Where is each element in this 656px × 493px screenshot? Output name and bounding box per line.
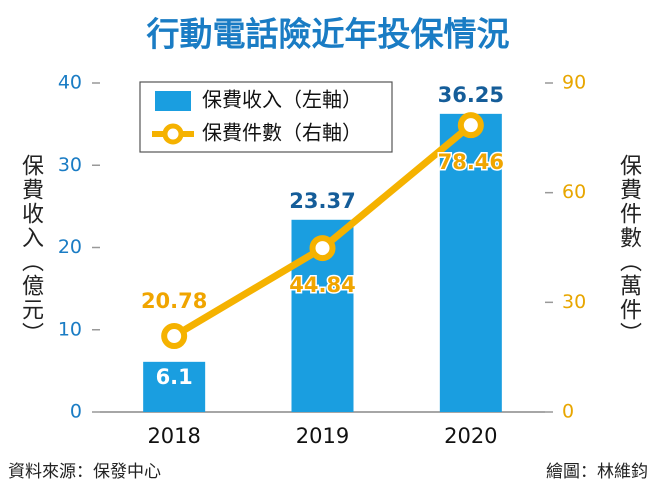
legend-label: 保費收入（左軸） (202, 88, 362, 112)
legend-swatch (155, 91, 191, 111)
y-tick-label: 10 (58, 318, 82, 340)
y-tick-label: 30 (58, 154, 82, 176)
y-axis-label: 保費收入（億元） (18, 154, 44, 346)
y-tick-label: 20 (58, 236, 82, 258)
y2-axis-label: 保費件數（萬件） (616, 154, 642, 346)
y2-tick-label: 90 (562, 72, 586, 94)
line-value-label: 20.78 (141, 289, 207, 313)
bar-value-label: 36.25 (438, 83, 504, 107)
chart-title: 行動電話險近年投保情況 (146, 15, 510, 54)
y2-tick-label: 0 (562, 401, 574, 423)
x-tick-label: 2018 (147, 424, 200, 448)
line-point (457, 112, 484, 139)
x-tick-label: 2019 (296, 424, 349, 448)
y2-tick-label: 30 (562, 291, 586, 313)
x-tick-label: 2020 (444, 424, 497, 448)
bar (143, 361, 206, 412)
credit: 繪圖：林維鈞 (546, 462, 648, 482)
line-value-label: 44.84 (289, 273, 355, 297)
y-tick-label: 40 (58, 72, 82, 94)
line-point (309, 235, 336, 262)
source: 資料來源：保發中心 (8, 462, 161, 482)
line-point (161, 323, 188, 350)
y-tick-label: 0 (70, 401, 82, 423)
bar-value-label: 23.37 (289, 189, 355, 213)
bar-value-label: 6.1 (156, 365, 193, 389)
y2-tick-label: 60 (562, 181, 586, 203)
legend-label: 保費件數（右軸） (202, 121, 362, 145)
line-value-label: 78.46 (438, 150, 504, 174)
bar (439, 113, 502, 412)
legend-swatch-marker (162, 123, 184, 145)
